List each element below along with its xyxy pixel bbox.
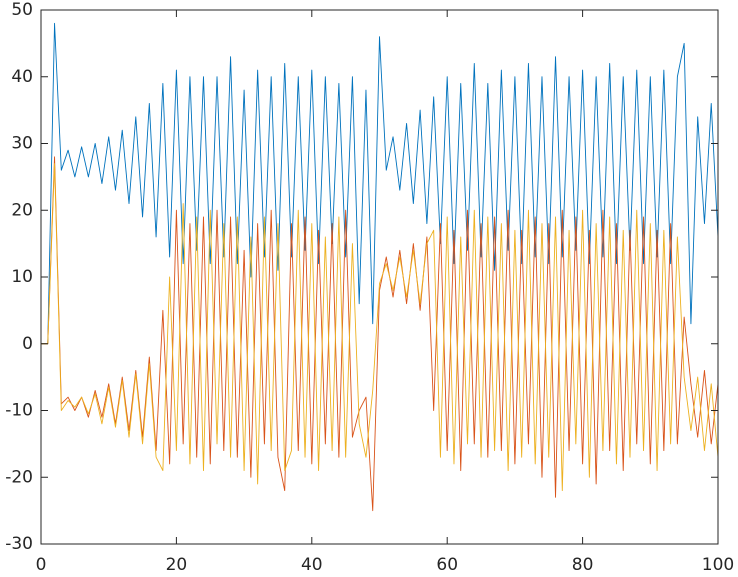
y-tick-label: 30 [11,134,33,154]
series-line [41,163,719,492]
y-tick-label: -20 [5,467,33,487]
x-tick-label: 0 [36,555,47,575]
y-tick-label: -10 [5,401,33,421]
x-tick-label: 60 [436,555,458,575]
y-tick-label: 50 [11,0,33,20]
x-tick-label: 100 [702,555,734,575]
y-tick-label: 40 [11,67,33,87]
x-tick-label: 80 [572,555,594,575]
x-tick-label: 20 [166,555,188,575]
y-tick-label: 10 [11,267,33,287]
x-tick-label: 40 [301,555,323,575]
y-tick-label: 20 [11,200,33,220]
y-tick-label: 0 [22,334,33,354]
y-tick-label: -30 [5,534,33,554]
series-line [41,22,719,345]
